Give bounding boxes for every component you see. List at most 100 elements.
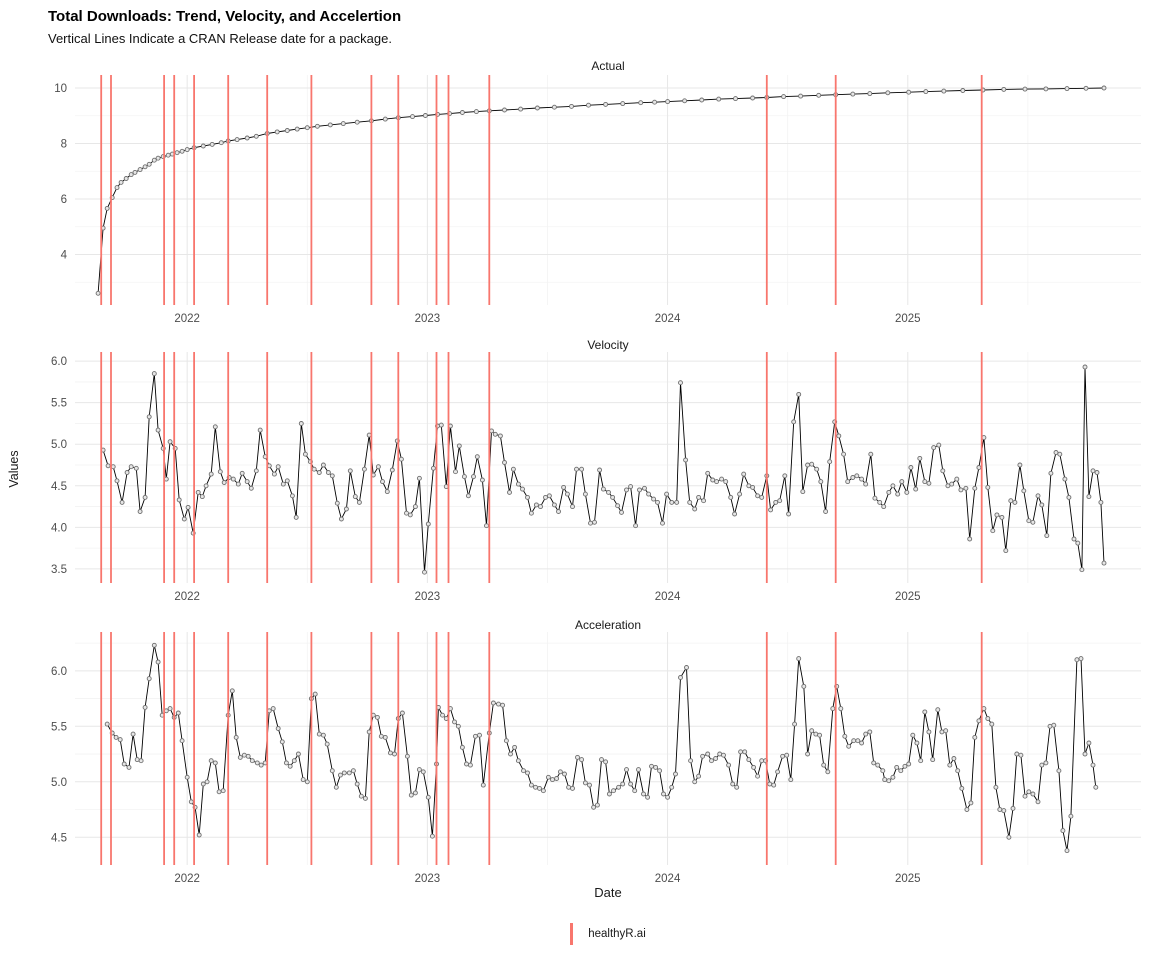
data-point-marker [641,791,646,797]
data-point-marker [620,101,626,107]
data-point-marker [258,762,264,768]
facet-panel-acceleration: 4.5 5.0 5.5 6.0 2022 2023 2024 2025 [51,632,1141,885]
y-tick-label: 10 [54,83,67,95]
data-point-marker [128,464,134,470]
data-point-marker [1003,548,1009,554]
data-point-marker [1066,494,1072,500]
data-point-marker [312,691,318,697]
data-point-marker [399,710,405,716]
series-line-acceleration [106,645,1097,851]
data-point-marker [963,485,969,491]
data-point-marker [582,491,588,497]
data-point-marker [976,465,982,470]
data-point-marker [347,468,353,474]
data-point-marker [714,479,720,485]
data-point-marker [123,176,129,181]
data-point-marker [1086,740,1092,746]
data-point-marker [591,804,597,810]
data-point-marker [653,764,659,770]
data-point-marker [814,466,820,472]
data-point-marker [239,470,245,476]
data-point-marker [456,443,462,449]
data-point-marker [300,777,306,783]
data-point-marker [592,519,597,525]
data-point-marker [241,752,247,758]
data-point-marker [1053,450,1059,455]
data-point-marker [354,119,360,125]
data-point-marker [1098,499,1104,505]
data-point-marker [533,784,538,790]
data-point-marker [687,499,693,505]
data-point-marker [859,740,865,746]
data-point-marker [284,128,290,133]
data-point-marker [452,719,457,725]
data-point-marker [863,481,869,487]
data-point-marker [254,760,260,766]
data-point-marker [253,468,259,474]
data-point-marker [325,470,331,475]
x-tick-label: 2022 [174,591,200,603]
data-point-marker [1018,752,1024,758]
data-point-marker [845,479,851,485]
data-point-marker [949,481,955,487]
y-tick-label: 4.5 [51,832,67,844]
data-point-marker [642,485,647,491]
data-point-marker [1039,762,1045,768]
data-point-marker [741,471,747,477]
x-tick-label: 2025 [895,873,921,885]
data-point-marker [196,832,202,838]
data-point-marker [683,457,689,463]
data-point-marker [854,473,860,479]
data-point-marker [750,95,756,101]
data-point-marker [816,92,822,98]
legend: healthyR.ai [75,916,1141,952]
data-point-marker [737,491,743,497]
data-point-marker [1022,793,1028,799]
data-point-marker [673,771,678,777]
data-point-marker [464,761,469,767]
data-point-marker [374,714,380,720]
data-point-marker [682,98,688,104]
x-tick-label: 2022 [174,873,200,885]
data-point-marker [528,782,534,788]
x-tick-label: 2023 [415,313,441,325]
data-point-marker [341,770,347,776]
data-point-marker [993,784,999,790]
data-point-marker [582,780,588,786]
data-point-marker [1001,86,1007,92]
data-point-marker [203,483,209,489]
data-point-marker [669,784,675,790]
data-point-marker [566,784,572,790]
data-point-marker [709,758,714,764]
data-point-marker [142,494,148,500]
data-point-marker [1035,493,1041,499]
data-point-marker [380,479,385,485]
data-point-marker [1086,494,1092,500]
data-point-marker [540,788,546,794]
data-point-marker [574,466,579,472]
data-point-marker [836,433,842,439]
data-point-marker [128,172,134,178]
y-tick-label: 6.0 [51,666,67,678]
data-point-marker [1093,784,1099,790]
data-point-marker [384,489,390,495]
data-point-marker [800,489,806,495]
y-tick-label: 5.0 [51,439,67,451]
data-point-marker [773,499,779,505]
data-point-marker [886,489,892,495]
data-point-marker [575,754,580,760]
data-point-marker [823,509,829,514]
data-point-marker [985,484,991,490]
data-point-marker [138,758,144,764]
data-point-marker [316,470,322,475]
data-point-marker [805,751,811,757]
data-point-marker [684,665,689,670]
data-point-marker [1051,722,1057,728]
data-point-marker [422,113,428,118]
data-point-marker [179,148,185,154]
data-point-marker [497,433,503,439]
data-point-marker [1064,848,1070,854]
data-point-marker [510,466,516,472]
data-point-marker [859,476,865,482]
data-point-marker [646,491,652,497]
